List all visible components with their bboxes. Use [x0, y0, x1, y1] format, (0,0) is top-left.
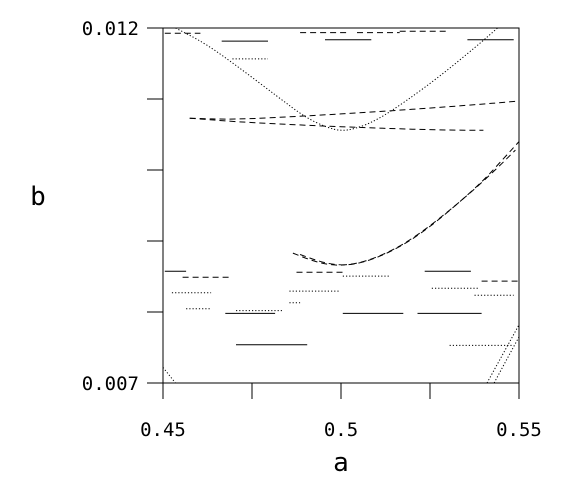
x-tick-label: 0.55: [496, 419, 542, 441]
curve-8: [163, 367, 176, 383]
curve-3: [299, 141, 519, 266]
curve-4: [189, 100, 519, 120]
plot-frame: [162, 27, 520, 384]
curve-5: [189, 117, 484, 131]
x-tick-label: 0.45: [140, 419, 186, 441]
axis-ticks: 0.45 0.5 0.55 0.007 0.012: [82, 18, 542, 441]
curve-6: [486, 324, 519, 383]
y-tick-label: 0.007: [82, 373, 139, 395]
x-tick-label: 0.5: [324, 419, 358, 441]
y-axis-label: b: [30, 182, 46, 212]
curve-2: [292, 149, 516, 266]
curve-1: [175, 28, 498, 131]
x-axis-label: a: [333, 448, 349, 478]
curve-7: [493, 336, 519, 383]
plot-area: [163, 28, 519, 383]
y-tick-label: 0.012: [82, 18, 139, 40]
